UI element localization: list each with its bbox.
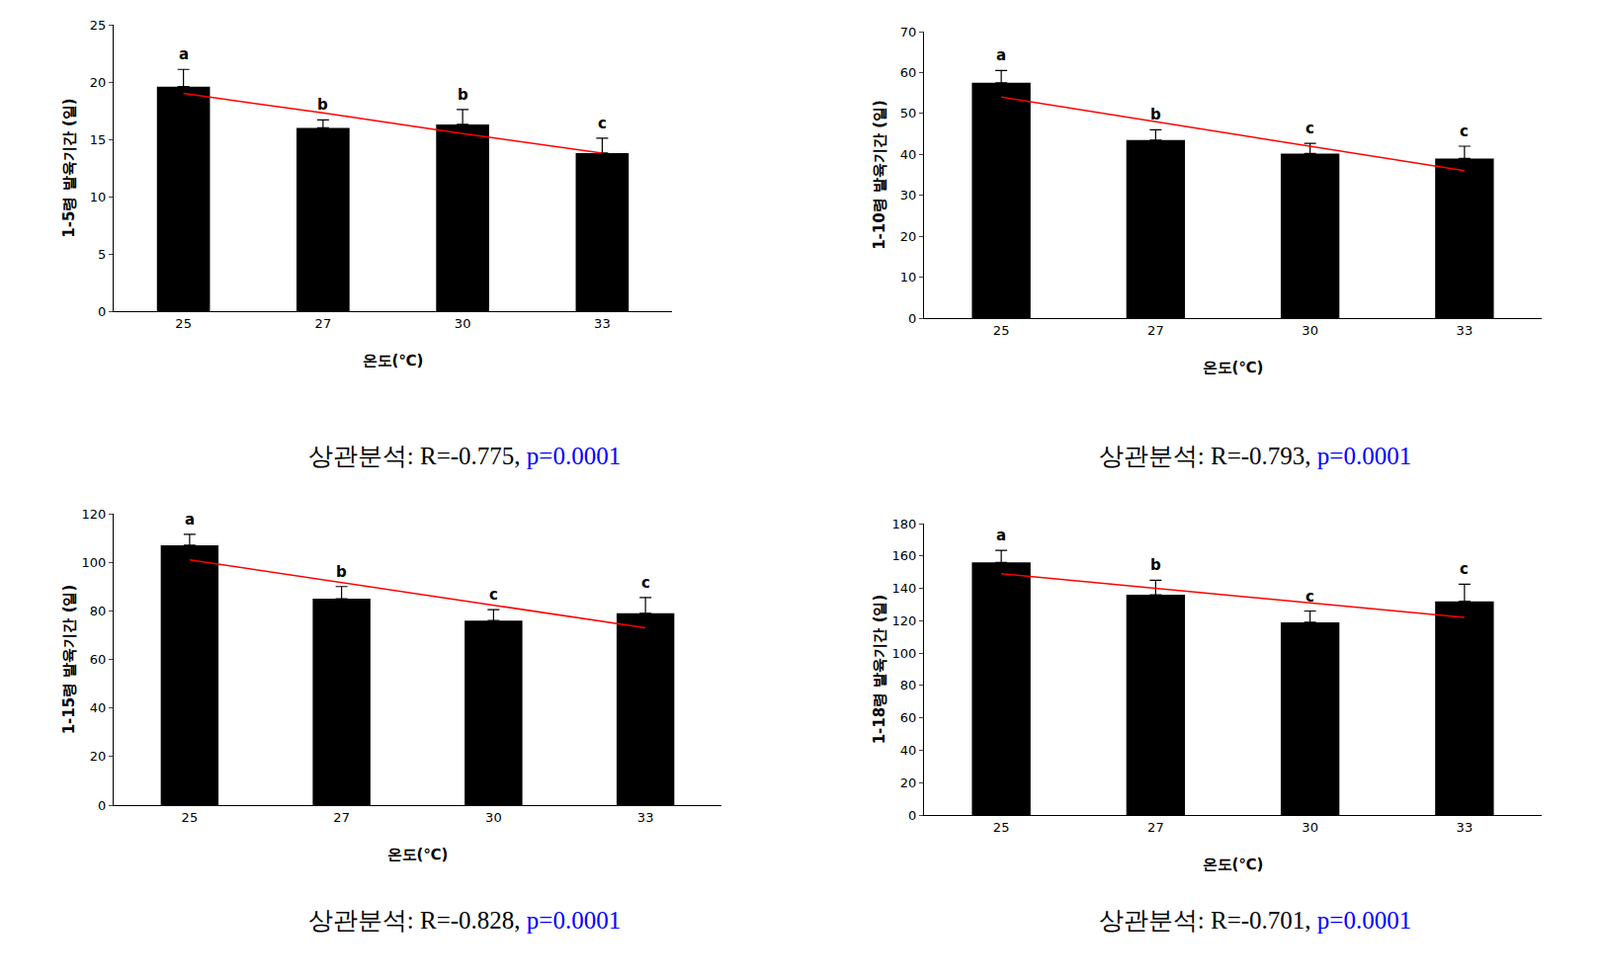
svg-text:27: 27 <box>1147 820 1165 836</box>
svg-text:100: 100 <box>82 555 107 571</box>
svg-text:b: b <box>1150 105 1162 124</box>
svg-text:80: 80 <box>89 603 107 619</box>
svg-text:온도(℃): 온도(℃) <box>1202 358 1264 377</box>
svg-text:27: 27 <box>333 810 350 826</box>
svg-text:25: 25 <box>89 17 107 33</box>
svg-text:33: 33 <box>637 810 655 826</box>
svg-text:1-18령 발육기간 (일): 1-18령 발육기간 (일) <box>870 594 889 746</box>
svg-text:온도(℃): 온도(℃) <box>387 845 449 864</box>
svg-text:c: c <box>1305 588 1315 606</box>
svg-text:60: 60 <box>900 710 918 726</box>
svg-text:10: 10 <box>900 269 918 285</box>
svg-text:a: a <box>184 510 195 529</box>
svg-text:33: 33 <box>1456 820 1474 836</box>
svg-text:50: 50 <box>900 105 918 121</box>
svg-text:40: 40 <box>900 147 918 163</box>
svg-text:c: c <box>641 574 651 592</box>
svg-text:30: 30 <box>1301 323 1319 338</box>
svg-text:40: 40 <box>900 743 918 758</box>
svg-text:25: 25 <box>174 316 192 332</box>
svg-text:c: c <box>1305 119 1315 138</box>
svg-text:c: c <box>489 586 499 604</box>
svg-text:5: 5 <box>97 247 106 262</box>
svg-text:a: a <box>178 45 189 64</box>
svg-text:1-15령 발육기간 (일): 1-15령 발육기간 (일) <box>60 585 79 736</box>
svg-text:c: c <box>597 114 607 133</box>
svg-text:25: 25 <box>181 810 199 826</box>
svg-text:0: 0 <box>97 304 106 320</box>
html-text:상관분석: R=-0.775, p=0.0001: 상관분석: R=-0.775, p=0.0001 <box>308 442 621 470</box>
svg-text:b: b <box>1150 556 1162 575</box>
svg-text:40: 40 <box>89 700 107 716</box>
svg-text:15: 15 <box>89 132 107 148</box>
svg-text:20: 20 <box>89 75 107 90</box>
svg-text:0: 0 <box>908 808 917 824</box>
svg-text:20: 20 <box>89 749 107 764</box>
svg-text:온도(℃): 온도(℃) <box>362 351 424 370</box>
svg-text:30: 30 <box>485 810 503 826</box>
svg-text:10: 10 <box>89 189 107 205</box>
html-text:상관분석: R=-0.793, p=0.0001: 상관분석: R=-0.793, p=0.0001 <box>1098 442 1412 470</box>
svg-text:0: 0 <box>97 798 106 814</box>
svg-text:20: 20 <box>900 229 918 245</box>
svg-text:27: 27 <box>315 316 333 332</box>
svg-text:25: 25 <box>993 323 1011 338</box>
svg-text:33: 33 <box>1456 323 1474 338</box>
svg-text:25: 25 <box>993 820 1011 836</box>
svg-text:100: 100 <box>892 646 918 662</box>
svg-text:30: 30 <box>1301 820 1319 836</box>
svg-text:0: 0 <box>908 311 917 327</box>
html-text:상관분석: R=-0.701, p=0.0001: 상관분석: R=-0.701, p=0.0001 <box>1098 907 1412 934</box>
svg-text:30: 30 <box>454 316 472 332</box>
svg-text:160: 160 <box>892 548 918 564</box>
svg-text:a: a <box>996 46 1007 65</box>
svg-text:a: a <box>996 526 1007 545</box>
svg-text:1-5령 발육기간 (일): 1-5령 발육기간 (일) <box>60 97 79 238</box>
svg-text:60: 60 <box>900 65 918 81</box>
svg-text:140: 140 <box>892 581 918 596</box>
svg-text:20: 20 <box>900 775 918 791</box>
svg-text:온도(℃): 온도(℃) <box>1202 855 1264 874</box>
svg-text:70: 70 <box>900 24 918 40</box>
html-text:상관분석: R=-0.828, p=0.0001: 상관분석: R=-0.828, p=0.0001 <box>308 907 621 934</box>
svg-text:120: 120 <box>82 506 107 522</box>
svg-text:30: 30 <box>900 187 918 203</box>
svg-text:c: c <box>1459 122 1469 141</box>
svg-text:80: 80 <box>900 677 918 693</box>
svg-text:60: 60 <box>89 652 107 668</box>
svg-text:33: 33 <box>593 316 611 332</box>
svg-text:180: 180 <box>892 516 918 532</box>
svg-text:27: 27 <box>1147 323 1165 338</box>
svg-text:120: 120 <box>892 613 918 629</box>
svg-text:b: b <box>317 95 329 114</box>
svg-text:c: c <box>1459 560 1469 579</box>
svg-text:1-10령 발육기간 (일): 1-10령 발육기간 (일) <box>870 99 889 251</box>
svg-text:b: b <box>336 563 347 582</box>
svg-text:b: b <box>457 85 469 104</box>
